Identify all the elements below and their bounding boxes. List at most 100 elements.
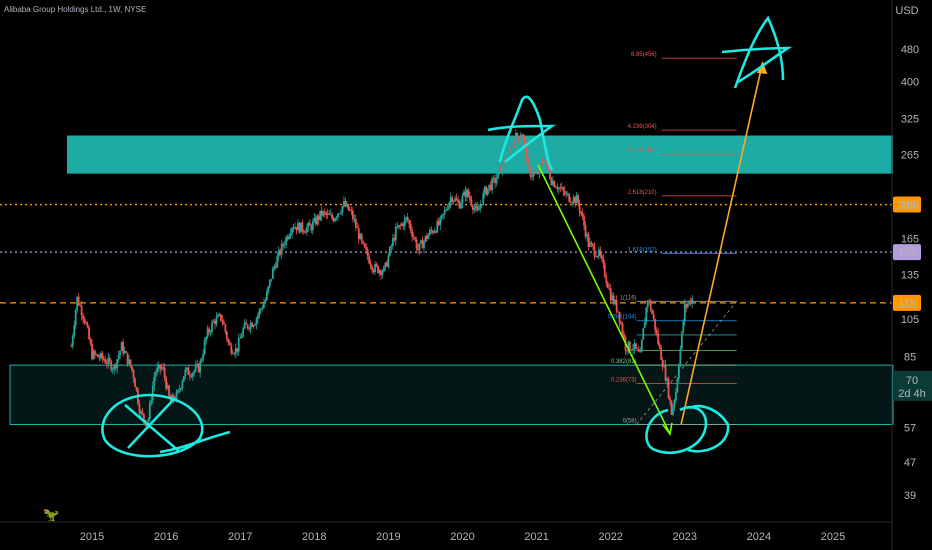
candle	[175, 392, 178, 401]
candle	[454, 198, 456, 202]
fib-level-label: 3.618(266)	[628, 148, 657, 154]
candle	[375, 264, 378, 266]
candle	[560, 187, 563, 189]
fib-level-label: 6.85(456)	[631, 52, 657, 58]
candle	[117, 354, 120, 360]
level-label: 200	[898, 200, 916, 212]
candle	[443, 209, 446, 214]
candle	[294, 227, 296, 229]
candle	[623, 334, 625, 338]
candle	[218, 314, 221, 316]
candle	[340, 212, 342, 214]
candle	[276, 256, 279, 268]
candle	[661, 359, 664, 367]
candle	[461, 195, 464, 204]
candle	[387, 255, 390, 267]
candle	[80, 305, 83, 316]
candle	[676, 378, 679, 392]
candle	[431, 230, 434, 233]
candle	[489, 184, 492, 191]
candle	[334, 218, 336, 222]
candle	[99, 353, 102, 359]
candle	[677, 365, 680, 379]
x-tick-label: 2018	[302, 531, 326, 543]
candle	[273, 266, 276, 269]
bottom-circle-sketch	[645, 404, 730, 455]
candle	[148, 402, 151, 420]
candle	[393, 238, 396, 241]
candle	[654, 318, 657, 331]
candle	[424, 236, 427, 242]
candle	[540, 162, 542, 165]
candle	[572, 196, 575, 203]
candle	[672, 406, 674, 415]
candle	[92, 351, 95, 360]
candle	[208, 328, 210, 333]
candle	[594, 255, 597, 257]
y-tick-label: 47	[904, 457, 916, 469]
fib-level-label: 0(58)	[623, 418, 637, 424]
candle	[83, 318, 86, 323]
candle	[322, 211, 325, 216]
candle	[402, 223, 405, 227]
candle	[341, 206, 344, 213]
candle	[691, 298, 694, 304]
candle	[565, 193, 568, 195]
candle	[467, 189, 470, 197]
candle	[128, 359, 130, 365]
candle	[368, 256, 371, 264]
candle	[519, 136, 522, 140]
candle	[683, 304, 686, 322]
candle	[347, 203, 350, 211]
candle	[97, 354, 99, 358]
y-tick-label: 39	[904, 490, 916, 502]
candle	[520, 134, 523, 137]
candle	[437, 221, 440, 225]
candle	[664, 364, 667, 381]
candle	[343, 200, 345, 207]
candle	[191, 373, 194, 377]
candle	[234, 348, 237, 354]
candle	[335, 217, 338, 219]
candle	[646, 300, 649, 308]
candle	[436, 221, 439, 233]
candle	[608, 288, 611, 289]
candle	[430, 229, 433, 231]
candle	[511, 143, 514, 145]
candle	[547, 162, 550, 170]
candle	[580, 211, 582, 214]
candle	[679, 348, 682, 366]
candle	[497, 170, 499, 179]
candle	[513, 143, 516, 144]
candle	[77, 296, 80, 306]
candle	[228, 342, 231, 346]
candle	[500, 166, 502, 172]
candle	[553, 181, 556, 188]
candle	[319, 210, 322, 220]
candle	[363, 243, 366, 248]
candle	[325, 212, 328, 215]
candle	[420, 240, 422, 244]
candle	[314, 217, 317, 225]
fib-level-label: 0.382(81)	[611, 359, 637, 365]
candle	[154, 372, 157, 377]
y-tick-label: 325	[901, 113, 919, 125]
candle	[474, 205, 477, 208]
candle	[113, 364, 116, 370]
candle	[464, 191, 467, 198]
candle	[217, 315, 219, 318]
candle	[452, 201, 455, 203]
y-tick-label: 265	[901, 150, 919, 162]
x-tick-label: 2022	[598, 531, 622, 543]
countdown-label: 2d 4h	[898, 388, 926, 400]
candle	[550, 178, 553, 185]
candle	[205, 337, 208, 342]
candle	[471, 205, 474, 210]
candle	[282, 243, 285, 246]
candle	[196, 363, 199, 366]
candle	[348, 210, 351, 211]
candle	[655, 330, 658, 333]
y-tick-label: 85	[904, 352, 916, 364]
